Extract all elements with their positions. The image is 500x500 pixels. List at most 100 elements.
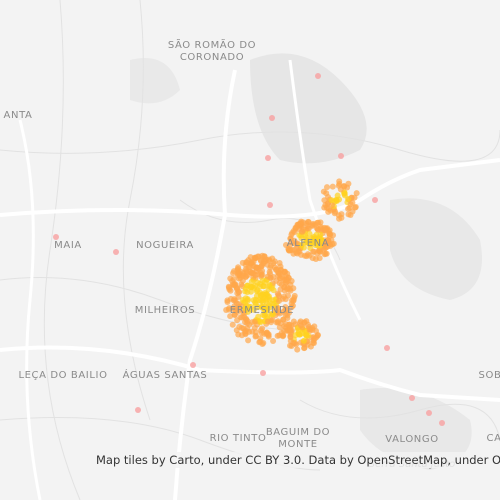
point (260, 258, 267, 265)
point (255, 297, 262, 304)
place-label: LEÇA DO BAILIO (18, 370, 107, 381)
point (310, 334, 317, 341)
point (338, 153, 344, 159)
point (291, 229, 298, 236)
point (247, 254, 254, 261)
point (264, 318, 271, 325)
point (251, 324, 258, 331)
point (326, 231, 333, 238)
point (257, 319, 264, 326)
point (274, 332, 281, 339)
point (244, 297, 251, 304)
place-label: NOGUEIRA (136, 240, 194, 251)
point (259, 305, 266, 312)
major-roads (0, 59, 500, 500)
point (353, 190, 360, 197)
point (251, 284, 258, 291)
point (235, 331, 242, 338)
point (244, 317, 251, 324)
point (287, 235, 294, 242)
point (325, 208, 332, 215)
point (333, 197, 340, 204)
place-label: ANTA (4, 110, 33, 121)
place-label: MONTE (278, 439, 317, 450)
point (384, 345, 390, 351)
point (272, 264, 279, 271)
point (238, 324, 245, 331)
point (254, 304, 261, 311)
point (247, 264, 254, 271)
point (270, 337, 277, 344)
point (292, 240, 299, 247)
point (245, 303, 252, 310)
point (279, 333, 286, 340)
point (267, 202, 273, 208)
point (229, 321, 236, 328)
point (300, 337, 307, 344)
point (346, 204, 353, 211)
point (337, 186, 344, 193)
point (276, 293, 283, 300)
point (250, 258, 257, 265)
place-label: MILHEIROS (135, 305, 196, 316)
point (258, 272, 265, 279)
point (317, 219, 324, 226)
point (273, 319, 280, 326)
point (311, 339, 318, 346)
point (324, 184, 331, 191)
point (223, 307, 230, 314)
point (255, 313, 262, 320)
point (279, 273, 286, 280)
point (268, 285, 275, 292)
point (336, 215, 343, 222)
point (190, 362, 196, 368)
place-label: SOB (479, 370, 500, 381)
point (347, 212, 354, 219)
point (300, 226, 307, 233)
point (263, 329, 270, 336)
point (243, 328, 250, 335)
point (243, 259, 250, 266)
point (304, 251, 311, 258)
point (282, 241, 289, 248)
point (235, 271, 242, 278)
place-label: MAIA (54, 240, 82, 251)
point (305, 218, 312, 225)
terrain (130, 53, 482, 470)
point (231, 296, 238, 303)
place-label: ÁGUAS SANTAS (123, 368, 208, 381)
point (264, 306, 271, 313)
place-label: RIO TINTO (210, 433, 267, 444)
point (269, 115, 275, 121)
point (254, 253, 261, 260)
attribution-bg (90, 452, 500, 468)
point (283, 279, 290, 286)
point (258, 263, 265, 270)
point (225, 284, 232, 291)
point (291, 292, 298, 299)
point (276, 297, 283, 304)
point (309, 326, 316, 333)
point (299, 219, 306, 226)
point (249, 319, 256, 326)
point (287, 333, 294, 340)
point (321, 245, 328, 252)
point (304, 237, 311, 244)
point (352, 204, 359, 211)
point (296, 319, 303, 326)
point (301, 344, 308, 351)
point (284, 286, 291, 293)
point (349, 199, 356, 206)
point (409, 395, 415, 401)
place-label: ALFENA (287, 238, 329, 249)
point (282, 296, 289, 303)
point (238, 281, 245, 288)
point (260, 294, 267, 301)
point (235, 288, 242, 295)
point (298, 241, 305, 248)
point (306, 230, 313, 237)
point (277, 263, 284, 270)
point (231, 282, 238, 289)
point (316, 234, 323, 241)
point (266, 268, 273, 275)
